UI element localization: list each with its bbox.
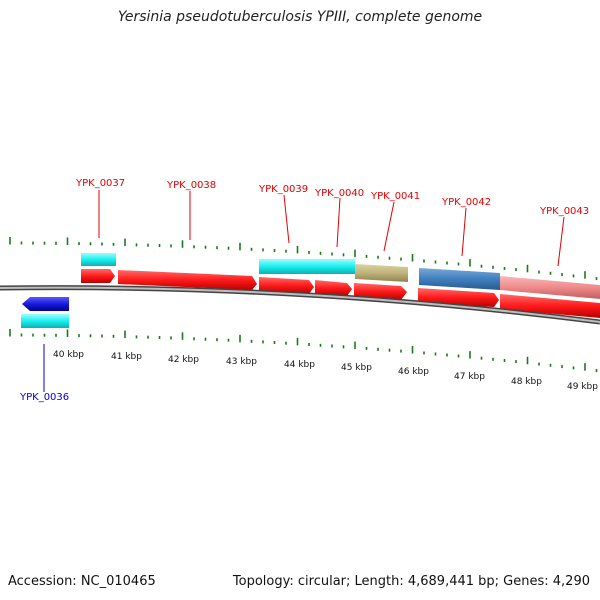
bottom-tick-row: [9, 329, 598, 373]
gene-arrow-ypk-0039: [259, 277, 314, 294]
scale-label: 40 kbp: [53, 350, 84, 360]
gene-labels-top: YPK_0037 YPK_0038 YPK_0039 YPK_0040 YPK_…: [75, 178, 589, 217]
feature-bar-cyan: [81, 253, 116, 266]
scale-label: 42 kbp: [168, 355, 199, 365]
scale-label: 44 kbp: [284, 360, 315, 370]
scale-label: 45 kbp: [341, 363, 372, 373]
gene-label-ypk-0039: YPK_0039: [258, 184, 308, 195]
gene-arrow-ypk-0037: [81, 269, 115, 283]
feature-bar-cyan: [21, 314, 69, 328]
scale-label: 49 kbp: [567, 382, 598, 392]
leader-line: [461, 207, 467, 257]
gene-label-ypk-0038: YPK_0038: [166, 180, 216, 191]
leader-line: [336, 197, 341, 248]
feature-bar-pink: [500, 276, 600, 299]
scale-label: 41 kbp: [111, 352, 142, 362]
gene-arrow-ypk-0041: [354, 283, 407, 300]
genome-backbone-highlight: [0, 286, 600, 323]
gene-arrow-ypk-0040: [315, 280, 352, 296]
forward-genes: [81, 269, 600, 318]
gene-label-ypk-0041: YPK_0041: [370, 191, 420, 202]
gene-label-ypk-0037: YPK_0037: [75, 178, 125, 189]
scale-labels: 40 kbp 41 kbp 42 kbp 43 kbp 44 kbp 45 kb…: [53, 350, 598, 392]
gene-arrow-ypk-0038: [118, 270, 257, 290]
feature-bar-khaki: [355, 264, 408, 282]
top-tick-row: [9, 237, 598, 281]
scale-label: 46 kbp: [398, 367, 429, 377]
gene-label-leaders: [98, 190, 565, 267]
genome-stats-text: Topology: circular; Length: 4,689,441 bp…: [232, 574, 590, 589]
gene-arrow-ypk-0036: [22, 297, 69, 311]
scale-label: 48 kbp: [511, 377, 542, 387]
gene-label-ypk-0042: YPK_0042: [441, 197, 491, 208]
gene-label-ypk-0043: YPK_0043: [539, 206, 589, 217]
leader-line: [383, 201, 395, 252]
accession-text: Accession: NC_010465: [8, 574, 156, 589]
scale-label: 47 kbp: [454, 372, 485, 382]
gene-arrow-ypk-0043: [500, 294, 600, 318]
scale-label: 43 kbp: [226, 357, 257, 367]
leader-line: [557, 216, 565, 267]
gene-label-ypk-0040: YPK_0040: [314, 188, 364, 199]
feature-bars-top: [81, 253, 600, 299]
feature-bar-steelblue: [419, 268, 500, 290]
feature-bar-cyan: [259, 259, 355, 274]
leader-line: [283, 194, 290, 244]
map-title: Yersinia pseudotuberculosis YPIII, compl…: [117, 9, 483, 25]
gene-label-ypk-0036: YPK_0036: [19, 392, 69, 403]
